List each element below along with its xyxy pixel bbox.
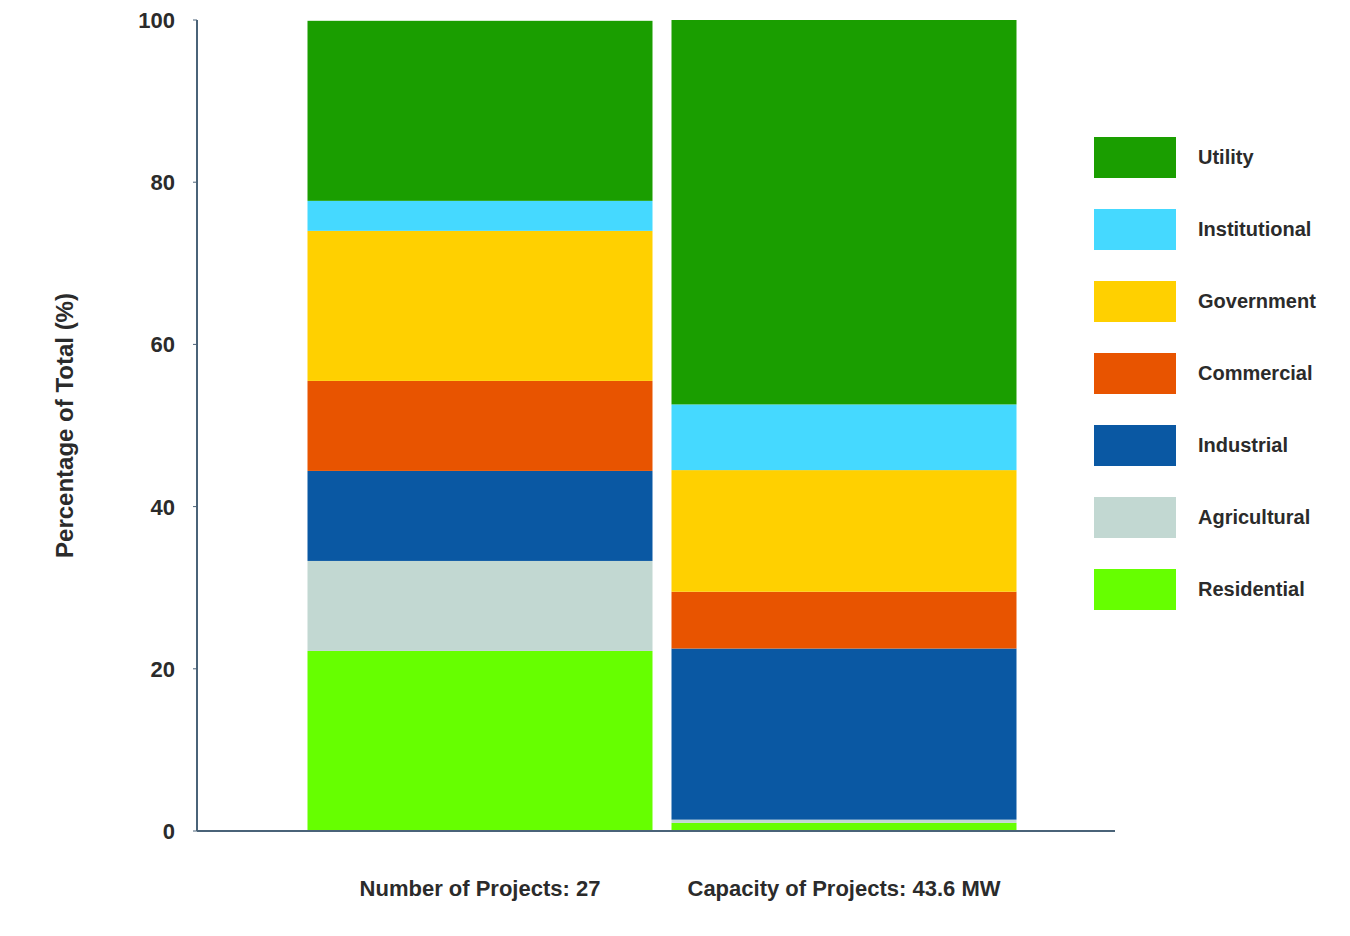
bar-segment bbox=[308, 651, 653, 831]
legend-swatch bbox=[1094, 425, 1176, 466]
bar-segment bbox=[672, 820, 1017, 823]
chart: Number of Projects: 27 Capacity of Projec… bbox=[0, 0, 1350, 936]
legend-label: Industrial bbox=[1198, 434, 1288, 456]
y-tick-label: 20 bbox=[151, 657, 175, 682]
y-tick-label: 0 bbox=[163, 819, 175, 844]
legend-label: Commercial bbox=[1198, 362, 1313, 384]
y-tick bbox=[193, 506, 197, 507]
y-tick-label: 100 bbox=[138, 8, 175, 33]
bar-segment bbox=[672, 592, 1017, 649]
legend-swatch bbox=[1094, 569, 1176, 610]
legend-swatch bbox=[1094, 497, 1176, 538]
bar-segment bbox=[308, 201, 653, 231]
bar-segment bbox=[308, 561, 653, 651]
legend-swatch bbox=[1094, 353, 1176, 394]
bar-segment bbox=[672, 404, 1017, 470]
legend-swatch bbox=[1094, 137, 1176, 178]
y-tick bbox=[193, 344, 197, 345]
y-tick bbox=[193, 182, 197, 183]
bar-segment bbox=[672, 649, 1017, 820]
bar-segment bbox=[672, 823, 1017, 831]
y-axis-label: Percentage of Total (%) bbox=[51, 293, 78, 558]
legend: Utility Institutional Government Commercial… bbox=[1094, 137, 1316, 610]
y-tick bbox=[193, 831, 197, 832]
legend-label: Utility bbox=[1198, 146, 1254, 168]
bar-segment bbox=[308, 471, 653, 561]
bar-segment bbox=[308, 381, 653, 471]
legend-label: Government bbox=[1198, 290, 1316, 312]
bar-segment bbox=[672, 20, 1017, 404]
x-axis bbox=[197, 830, 1115, 832]
bar-segment bbox=[308, 231, 653, 381]
y-tick bbox=[193, 668, 197, 669]
y-axis bbox=[196, 20, 198, 831]
legend-label: Institutional bbox=[1198, 218, 1311, 240]
category-label: Number of Projects: 27 bbox=[360, 876, 601, 901]
bar-segment bbox=[672, 470, 1017, 592]
y-tick-label: 80 bbox=[151, 170, 175, 195]
legend-swatch bbox=[1094, 209, 1176, 250]
bars bbox=[308, 20, 1017, 831]
legend-label: Residential bbox=[1198, 578, 1305, 600]
bar-segment bbox=[308, 21, 653, 201]
category-label: Capacity of Projects: 43.6 MW bbox=[688, 876, 1001, 901]
y-tick-label: 40 bbox=[151, 495, 175, 520]
legend-swatch bbox=[1094, 281, 1176, 322]
y-tick bbox=[193, 20, 197, 21]
legend-label: Agricultural bbox=[1198, 506, 1310, 528]
y-tick-label: 60 bbox=[151, 332, 175, 357]
